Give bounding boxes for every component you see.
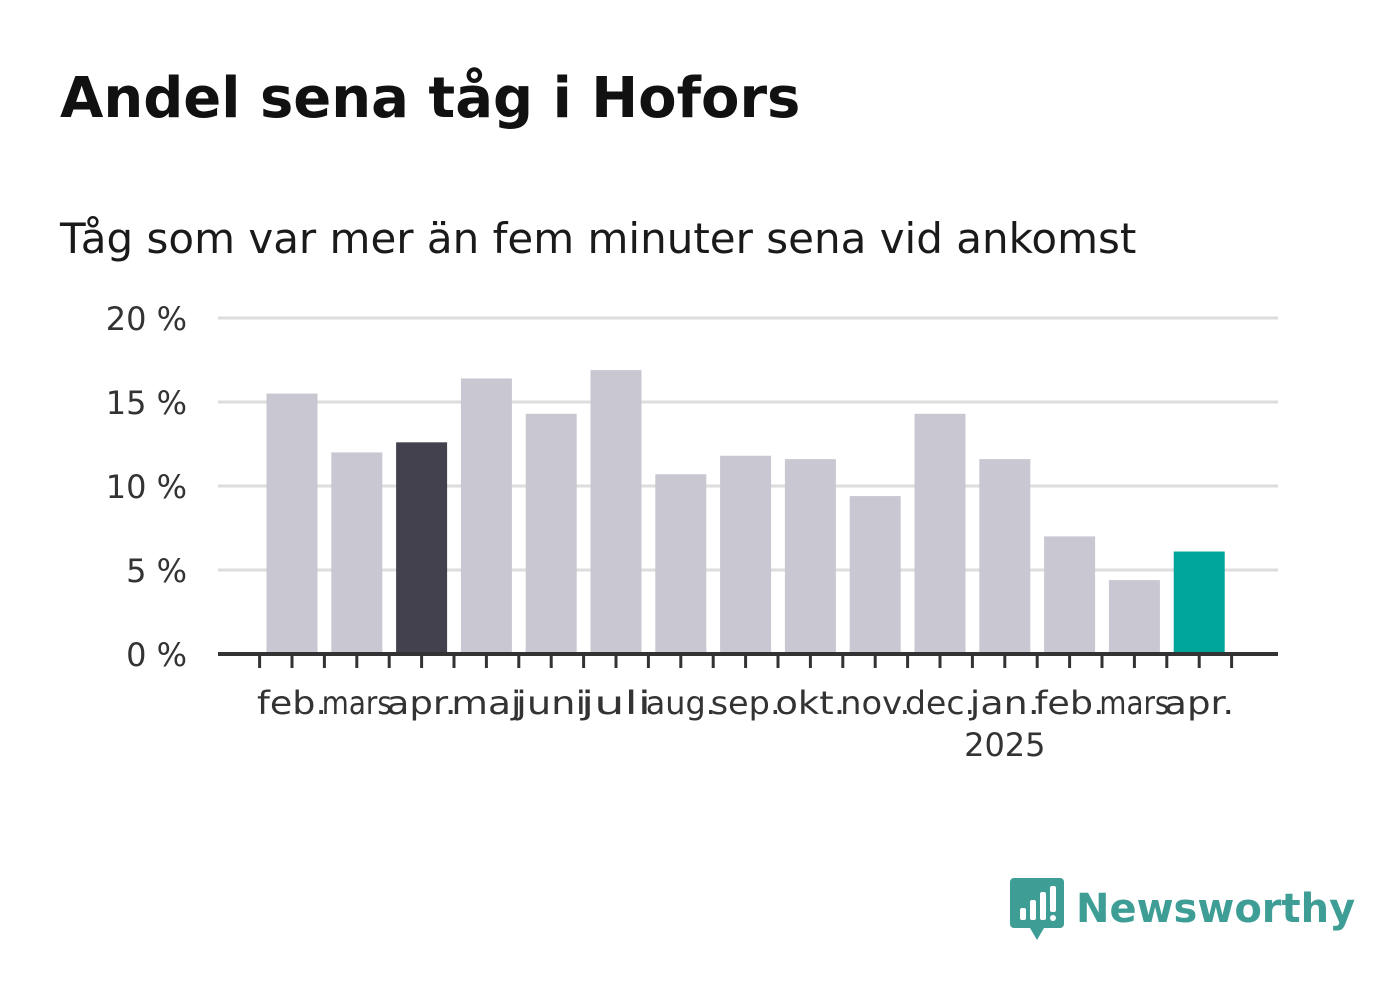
bar — [655, 474, 707, 654]
x-tick-label: apr. — [1164, 684, 1234, 722]
newsworthy-logo: Newsworthy — [1010, 876, 1355, 942]
x-tick-label: feb. — [1035, 684, 1105, 722]
bar-chart: 0 %5 %10 %15 %20 %feb.marsapr.majjunijul… — [106, 300, 1278, 764]
bar — [460, 378, 512, 654]
y-tick-label: 10 % — [106, 468, 187, 506]
x-tick-label: dec. — [905, 684, 975, 722]
x-tick-label: okt. — [775, 684, 845, 722]
x-tick-label: mars — [1099, 684, 1169, 722]
bar — [720, 455, 772, 654]
x-tick-label: mars — [322, 684, 392, 722]
bar — [784, 459, 836, 654]
y-tick-label: 5 % — [126, 552, 187, 590]
newsworthy-logo-icon — [1010, 878, 1064, 940]
x-tick-label: aug. — [646, 684, 716, 722]
bar — [1108, 580, 1160, 654]
bar — [1173, 551, 1225, 654]
x-tick-label: jan. — [969, 684, 1040, 722]
bar — [590, 370, 642, 654]
bar — [525, 413, 577, 654]
x-tick-label: juli — [580, 684, 651, 722]
x-tick-label: juni — [515, 684, 586, 722]
bar — [979, 459, 1031, 654]
x-tick-label: maj — [451, 684, 521, 722]
x-tick-year-label: 2025 — [964, 726, 1045, 764]
chart-title: Andel sena tåg i Hofors — [60, 66, 801, 131]
bar — [849, 496, 901, 654]
brand-name: Newsworthy — [1076, 886, 1356, 932]
y-tick-label: 0 % — [126, 636, 187, 674]
bar — [914, 413, 966, 654]
bar — [266, 393, 318, 654]
bar — [331, 452, 383, 654]
y-tick-label: 20 % — [106, 300, 187, 338]
x-tick-label: feb. — [257, 684, 327, 722]
x-tick-label: nov. — [840, 684, 910, 722]
y-tick-label: 15 % — [106, 384, 187, 422]
bar — [1044, 536, 1096, 654]
chart-subtitle: Tåg som var mer än fem minuter sena vid … — [60, 214, 1137, 263]
x-tick-label: sep. — [711, 684, 781, 722]
x-tick-label: apr. — [387, 684, 457, 722]
bar — [396, 442, 448, 654]
